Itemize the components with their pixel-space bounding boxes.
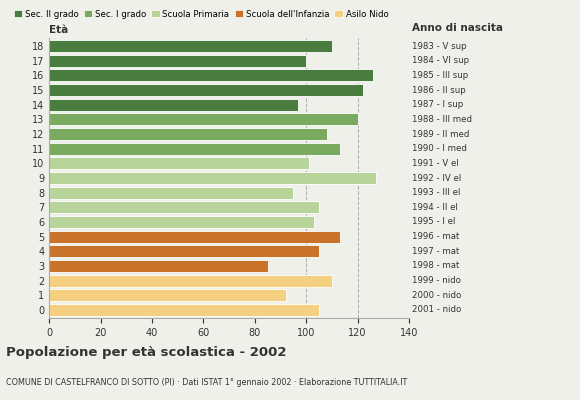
Text: 2001 - nido: 2001 - nido: [412, 306, 461, 314]
Bar: [49, 157, 309, 169]
Bar: [49, 231, 339, 243]
Text: 1984 - VI sup: 1984 - VI sup: [412, 56, 469, 65]
Text: 1998 - mat: 1998 - mat: [412, 262, 459, 270]
Bar: [49, 128, 327, 140]
Text: 1987 - I sup: 1987 - I sup: [412, 100, 463, 109]
Text: 2000 - nido: 2000 - nido: [412, 291, 461, 300]
Bar: [49, 143, 339, 155]
Text: 1989 - II med: 1989 - II med: [412, 130, 469, 138]
Bar: [49, 304, 319, 316]
Bar: [49, 289, 285, 301]
Text: Età: Età: [49, 25, 68, 35]
Text: 1992 - IV el: 1992 - IV el: [412, 174, 461, 182]
Bar: [49, 260, 267, 272]
Bar: [49, 69, 373, 81]
Bar: [49, 172, 375, 184]
Text: COMUNE DI CASTELFRANCO DI SOTTO (PI) · Dati ISTAT 1° gennaio 2002 · Elaborazione: COMUNE DI CASTELFRANCO DI SOTTO (PI) · D…: [6, 378, 407, 387]
Legend: Sec. II grado, Sec. I grado, Scuola Primaria, Scuola dell'Infanzia, Asilo Nido: Sec. II grado, Sec. I grado, Scuola Prim…: [10, 6, 392, 22]
Text: 1999 - nido: 1999 - nido: [412, 276, 461, 285]
Text: 1990 - I med: 1990 - I med: [412, 144, 467, 153]
Bar: [49, 40, 332, 52]
Text: Popolazione per età scolastica - 2002: Popolazione per età scolastica - 2002: [6, 346, 287, 359]
Bar: [49, 245, 319, 257]
Text: 1994 - II el: 1994 - II el: [412, 203, 458, 212]
Text: 1993 - III el: 1993 - III el: [412, 188, 460, 197]
Text: 1986 - II sup: 1986 - II sup: [412, 86, 466, 94]
Text: 1985 - III sup: 1985 - III sup: [412, 71, 468, 80]
Text: 1983 - V sup: 1983 - V sup: [412, 42, 466, 50]
Text: 1991 - V el: 1991 - V el: [412, 159, 459, 168]
Bar: [49, 187, 293, 199]
Bar: [49, 55, 306, 67]
Bar: [49, 84, 363, 96]
Text: 1995 - I el: 1995 - I el: [412, 218, 455, 226]
Bar: [49, 216, 314, 228]
Bar: [49, 99, 299, 111]
Bar: [49, 275, 332, 287]
Text: Anno di nascita: Anno di nascita: [412, 23, 503, 33]
Text: 1996 - mat: 1996 - mat: [412, 232, 459, 241]
Text: 1988 - III med: 1988 - III med: [412, 115, 472, 124]
Text: 1997 - mat: 1997 - mat: [412, 247, 459, 256]
Bar: [49, 113, 357, 125]
Bar: [49, 201, 319, 213]
